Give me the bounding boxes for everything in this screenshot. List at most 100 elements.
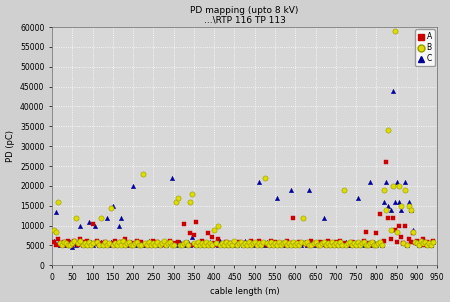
Point	[239, 243, 246, 248]
Point	[395, 223, 402, 228]
Point	[344, 242, 351, 247]
Point	[320, 215, 327, 220]
Point	[288, 188, 295, 192]
Point	[205, 242, 212, 247]
Point	[330, 242, 338, 247]
Point	[415, 240, 423, 245]
Point	[266, 243, 273, 248]
Point	[63, 241, 70, 246]
Point	[425, 241, 432, 246]
Point	[89, 241, 96, 246]
Point	[316, 243, 323, 248]
Point	[304, 242, 311, 247]
Point	[194, 243, 202, 248]
Point	[383, 179, 390, 184]
Point	[255, 238, 262, 243]
Point	[320, 242, 327, 247]
Point	[229, 243, 236, 248]
Point	[243, 241, 250, 246]
Point	[239, 242, 246, 247]
Point	[209, 243, 216, 248]
Point	[348, 241, 356, 246]
Point	[355, 240, 362, 245]
Point	[247, 243, 254, 248]
Point	[103, 242, 110, 247]
Point	[138, 243, 145, 248]
Point	[401, 188, 408, 192]
Point	[138, 240, 145, 245]
Point	[184, 240, 192, 245]
Point	[300, 241, 307, 246]
Point	[219, 242, 226, 247]
Point	[69, 242, 76, 247]
Point	[119, 239, 126, 244]
Point	[395, 199, 402, 204]
Point	[83, 238, 90, 243]
Point	[253, 240, 261, 245]
Point	[314, 242, 321, 247]
Point	[127, 240, 135, 245]
Point	[77, 223, 84, 228]
Point	[235, 241, 242, 246]
Point	[61, 240, 68, 245]
Point	[79, 242, 86, 247]
Point	[316, 240, 323, 245]
Point	[308, 243, 315, 248]
Point	[162, 242, 169, 247]
Point	[142, 242, 149, 247]
Point	[170, 243, 177, 248]
Point	[123, 241, 130, 246]
Point	[387, 237, 394, 242]
Point	[83, 243, 90, 248]
Point	[127, 242, 135, 247]
Point	[292, 241, 299, 246]
Point	[131, 241, 139, 246]
Point	[405, 237, 412, 242]
Point	[109, 203, 117, 208]
Point	[395, 183, 402, 188]
Point	[284, 238, 291, 243]
Point	[207, 241, 214, 246]
Point	[391, 199, 398, 204]
Point	[423, 242, 431, 247]
Point	[223, 240, 230, 245]
Point	[235, 241, 242, 246]
Point	[237, 240, 244, 245]
Point	[267, 239, 274, 244]
Point	[61, 243, 68, 248]
Point	[166, 239, 173, 244]
Point	[58, 241, 66, 246]
Point	[135, 242, 143, 247]
Point	[156, 243, 163, 248]
Point	[417, 239, 424, 244]
Point	[117, 240, 125, 245]
Point	[405, 203, 412, 208]
Point	[275, 240, 283, 245]
Point	[393, 229, 400, 234]
Point	[399, 241, 406, 246]
Point	[373, 243, 380, 248]
Point	[375, 241, 382, 246]
Point	[413, 239, 420, 244]
Point	[126, 243, 133, 248]
Point	[251, 241, 258, 246]
Point	[298, 243, 305, 248]
Point	[332, 240, 339, 245]
Point	[130, 183, 137, 188]
Point	[324, 239, 331, 244]
Point	[288, 243, 295, 248]
Point	[363, 229, 370, 234]
Point	[122, 242, 129, 247]
Point	[356, 242, 364, 247]
Point	[190, 241, 198, 246]
Point	[131, 242, 139, 247]
Point	[391, 29, 398, 34]
Point	[318, 241, 325, 246]
Point	[217, 239, 224, 244]
Point	[421, 240, 428, 245]
Point	[152, 242, 159, 247]
Point	[227, 241, 234, 246]
Point	[296, 242, 303, 247]
Point	[79, 243, 86, 248]
Point	[425, 241, 432, 246]
